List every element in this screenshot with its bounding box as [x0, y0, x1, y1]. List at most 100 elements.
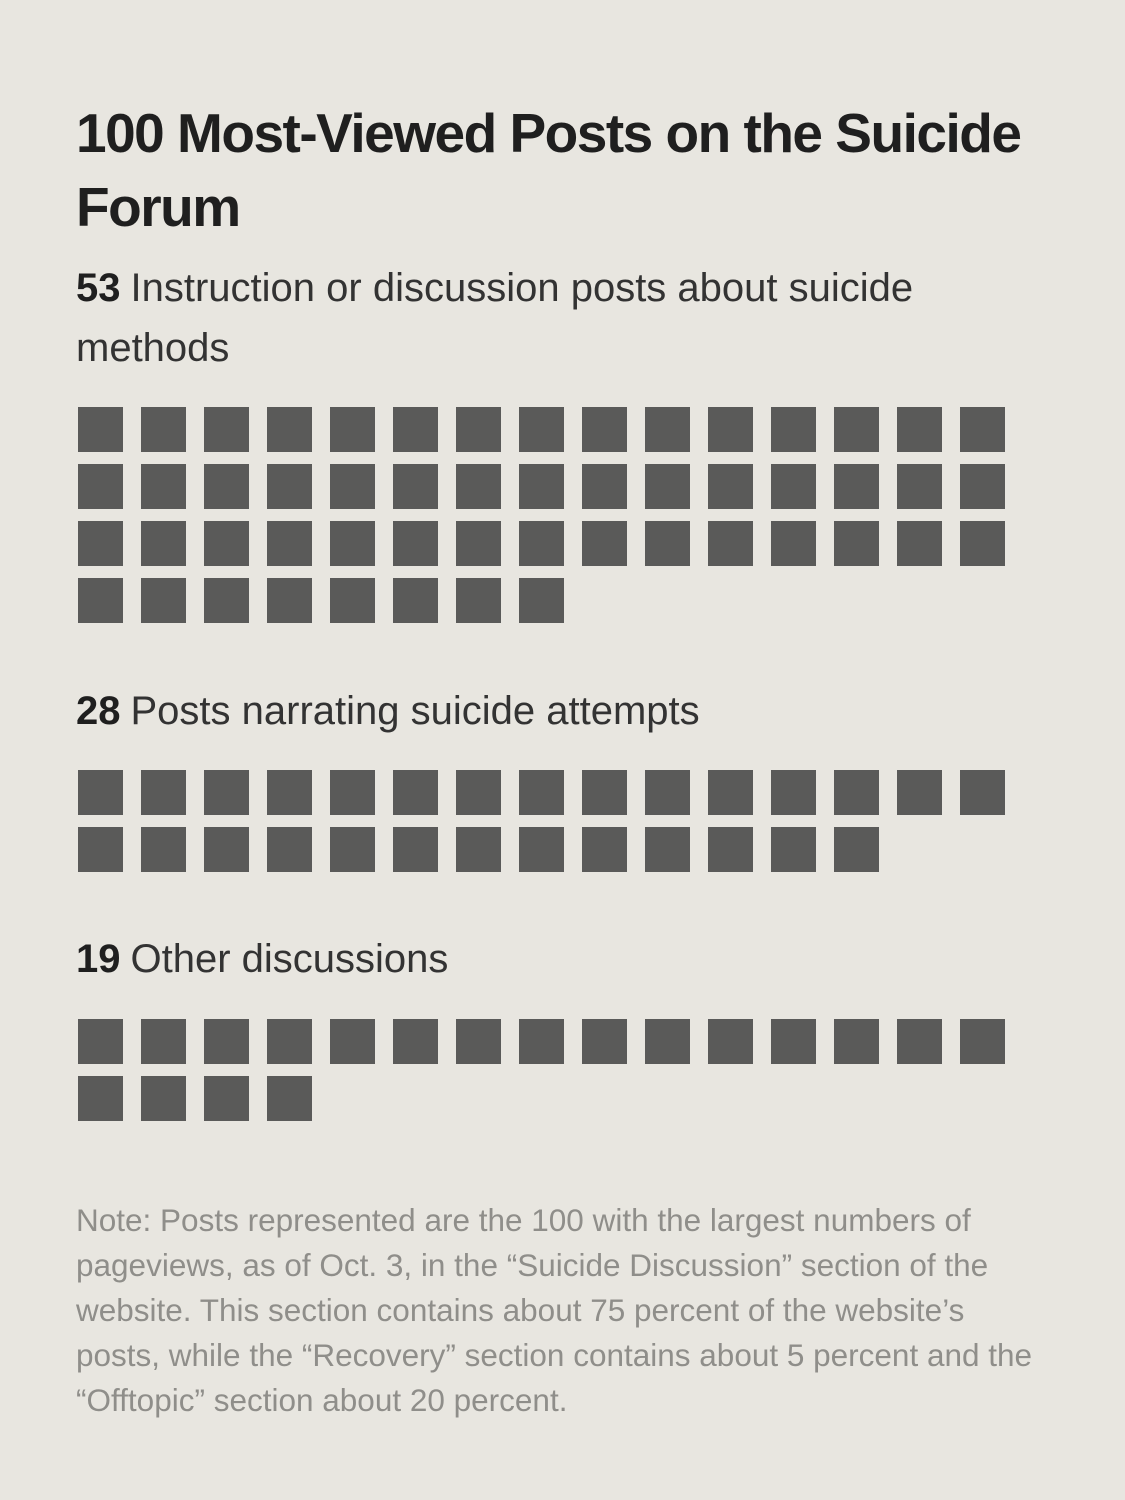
waffle-grid — [78, 1019, 1005, 1121]
post-square — [645, 407, 690, 452]
post-square — [519, 407, 564, 452]
post-square — [204, 407, 249, 452]
post-square — [393, 770, 438, 815]
post-square — [582, 827, 627, 872]
post-square — [519, 1019, 564, 1064]
group-label-methods: 53 Instruction or discussion posts about … — [76, 258, 1046, 378]
group-description: Instruction or discussion posts about su… — [76, 266, 914, 370]
post-square — [393, 407, 438, 452]
post-square — [141, 578, 186, 623]
post-square — [204, 1019, 249, 1064]
post-square — [141, 521, 186, 566]
post-square — [456, 770, 501, 815]
waffle-grid — [78, 407, 1005, 623]
post-square — [267, 1076, 312, 1121]
post-square — [708, 407, 753, 452]
waffle-other — [78, 1019, 1018, 1121]
post-square — [834, 464, 879, 509]
post-square — [771, 521, 816, 566]
post-square — [708, 827, 753, 872]
post-square — [78, 827, 123, 872]
post-square — [645, 464, 690, 509]
source-note: Note: Posts represented are the 100 with… — [76, 1202, 1033, 1418]
post-square — [771, 770, 816, 815]
post-square — [708, 521, 753, 566]
post-square — [141, 770, 186, 815]
post-square — [204, 770, 249, 815]
post-square — [267, 770, 312, 815]
post-square — [78, 521, 123, 566]
post-square — [204, 521, 249, 566]
waffle-grid — [78, 770, 1005, 872]
waffle-attempts — [78, 770, 1018, 872]
post-square — [456, 1019, 501, 1064]
post-square — [960, 407, 1005, 452]
post-square — [645, 770, 690, 815]
post-square — [78, 770, 123, 815]
post-square — [645, 827, 690, 872]
post-square — [897, 1019, 942, 1064]
post-square — [267, 578, 312, 623]
post-square — [897, 407, 942, 452]
post-square — [519, 770, 564, 815]
post-square — [393, 464, 438, 509]
post-square — [141, 464, 186, 509]
post-square — [771, 1019, 816, 1064]
post-square — [204, 578, 249, 623]
post-square — [456, 521, 501, 566]
group-description: Posts narrating suicide attempts — [130, 689, 700, 733]
post-square — [204, 1076, 249, 1121]
group-count: 53 — [76, 266, 121, 310]
post-square — [330, 464, 375, 509]
post-square — [393, 827, 438, 872]
post-square — [897, 521, 942, 566]
post-square — [834, 1019, 879, 1064]
post-square — [456, 827, 501, 872]
post-square — [771, 827, 816, 872]
post-square — [78, 464, 123, 509]
post-square — [267, 521, 312, 566]
post-square — [204, 464, 249, 509]
post-square — [78, 578, 123, 623]
post-square — [393, 578, 438, 623]
post-square — [330, 578, 375, 623]
post-square — [834, 407, 879, 452]
group-label-other: 19 Other discussions — [76, 929, 1046, 989]
post-square — [960, 464, 1005, 509]
post-square — [204, 827, 249, 872]
post-square — [897, 770, 942, 815]
chart-title: 100 Most-Viewed Posts on the Suicide For… — [76, 102, 1022, 238]
post-square — [708, 770, 753, 815]
post-square — [267, 407, 312, 452]
post-square — [960, 521, 1005, 566]
post-square — [582, 1019, 627, 1064]
post-square — [519, 578, 564, 623]
post-square — [456, 578, 501, 623]
group-count: 28 — [76, 689, 121, 733]
post-square — [960, 1019, 1005, 1064]
post-square — [834, 770, 879, 815]
post-square — [267, 464, 312, 509]
post-square — [519, 827, 564, 872]
post-square — [834, 827, 879, 872]
post-square — [267, 827, 312, 872]
group-label-attempts: 28 Posts narrating suicide attempts — [76, 681, 1046, 741]
post-square — [582, 407, 627, 452]
post-square — [330, 521, 375, 566]
post-square — [141, 827, 186, 872]
group-description: Other discussions — [130, 937, 449, 981]
post-square — [582, 770, 627, 815]
post-square — [456, 407, 501, 452]
post-square — [519, 464, 564, 509]
post-square — [393, 1019, 438, 1064]
post-square — [78, 1076, 123, 1121]
post-square — [960, 770, 1005, 815]
post-square — [330, 407, 375, 452]
post-square — [771, 407, 816, 452]
post-square — [393, 521, 438, 566]
post-square — [582, 521, 627, 566]
post-square — [330, 770, 375, 815]
post-square — [708, 1019, 753, 1064]
post-square — [834, 521, 879, 566]
